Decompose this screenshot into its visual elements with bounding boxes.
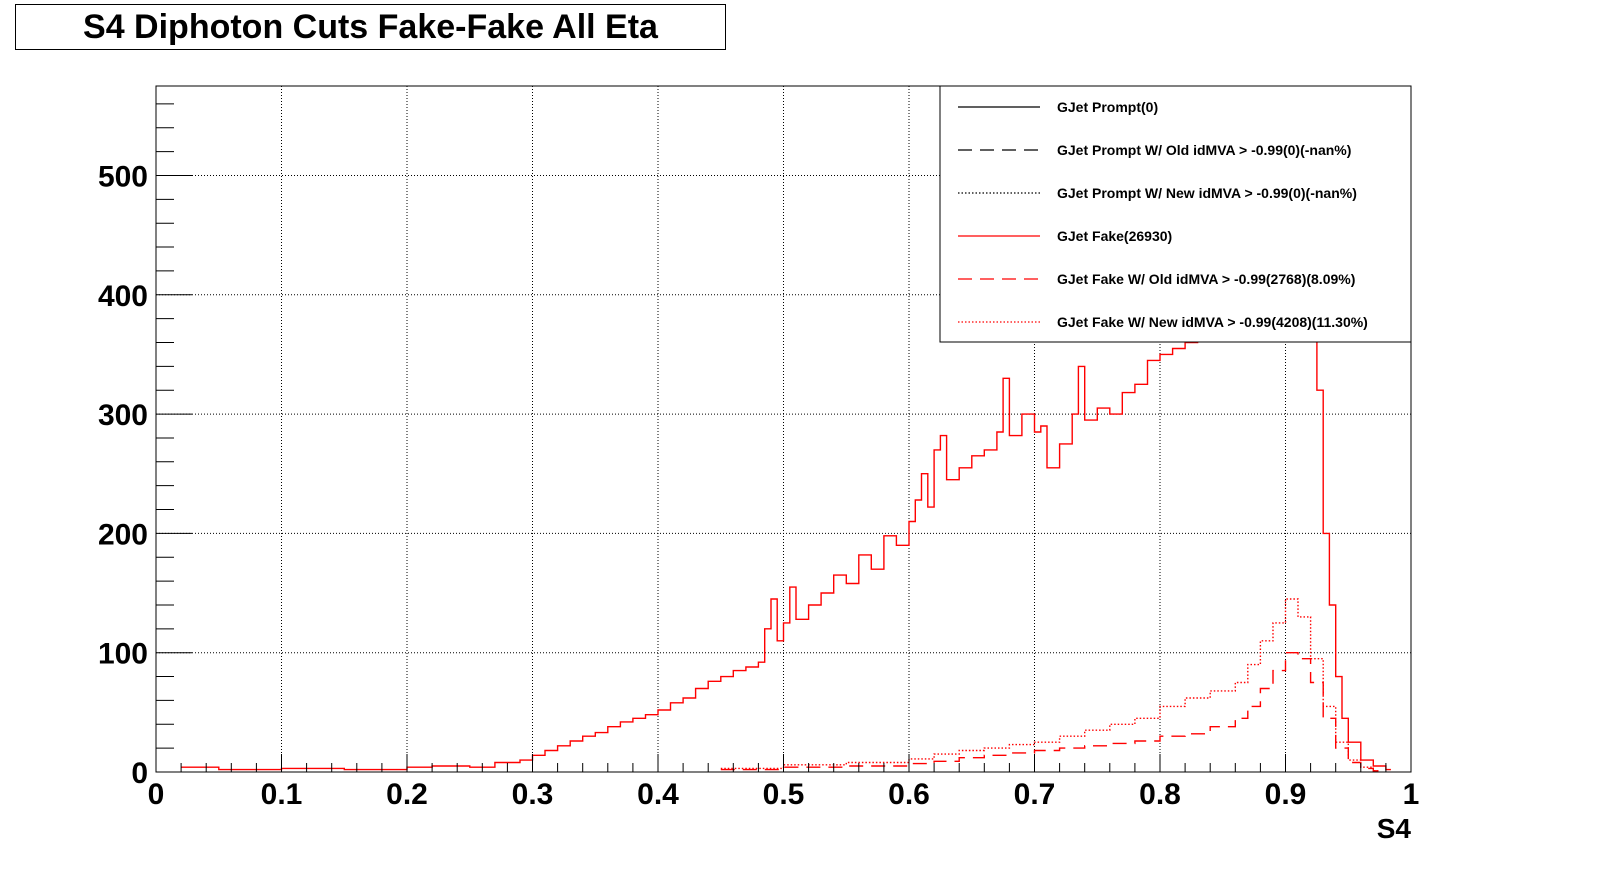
legend-entry-4: GJet Fake W/ Old idMVA > -0.99(2768)(8.0…	[1057, 271, 1355, 287]
legend-entry-2: GJet Prompt W/ New idMVA > -0.99(0)(-nan…	[1057, 185, 1357, 201]
legend: GJet Prompt(0) GJet Prompt W/ Old idMVA >…	[939, 85, 1412, 343]
series-line-4	[720, 652, 1379, 772]
x-tick-label: 0.1	[261, 778, 303, 811]
x-tick-label: 0.2	[386, 778, 428, 811]
x-tick-label: 0.4	[637, 778, 679, 811]
y-tick-label: 100	[98, 638, 148, 671]
x-tick-label: 0.3	[512, 778, 554, 811]
chart-title: S4 Diphoton Cuts Fake-Fake All Eta	[83, 7, 658, 46]
legend-entry-1: GJet Prompt W/ Old idMVA > -0.99(0)(-nan…	[1057, 142, 1351, 158]
x-tick-label: 0.7	[1014, 778, 1056, 811]
chart-title-box: S4 Diphoton Cuts Fake-Fake All Eta	[15, 4, 726, 50]
legend-box	[939, 85, 1412, 343]
x-tick-label: 0.8	[1139, 778, 1181, 811]
y-tick-label: 200	[98, 518, 148, 551]
legend-entry-0: GJet Prompt(0)	[1057, 99, 1158, 115]
y-tick-label: 0	[131, 757, 148, 790]
legend-entry-3: GJet Fake(26930)	[1057, 228, 1172, 244]
x-tick-label: 0	[148, 778, 165, 811]
y-tick-label: 300	[98, 399, 148, 432]
x-tick-label: 0.5	[763, 778, 805, 811]
y-tick-label: 500	[98, 160, 148, 193]
x-tick-label: 1	[1403, 778, 1420, 811]
x-axis-title: S4	[1377, 813, 1412, 844]
x-tick-label: 0.6	[888, 778, 930, 811]
legend-entry-5: GJet Fake W/ New idMVA > -0.99(4208)(11.…	[1057, 314, 1368, 330]
series-line-5	[720, 598, 1379, 772]
x-tick-label: 0.9	[1265, 778, 1307, 811]
y-tick-label: 400	[98, 280, 148, 313]
axes: 0 0.1 0.2 0.3 0.4 0.5 0.6 0.7 0.8 0.9 1 0 100 200 300 4…	[98, 85, 1420, 844]
